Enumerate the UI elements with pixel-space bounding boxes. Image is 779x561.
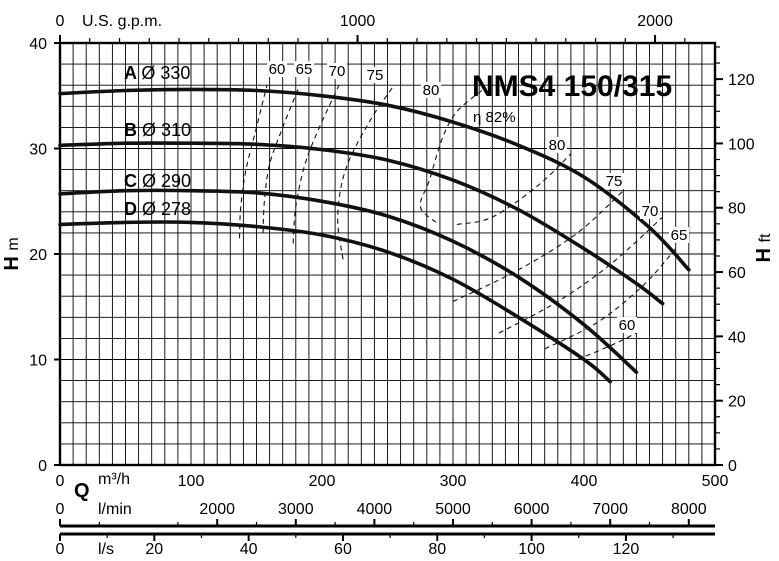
- curve-label-c: C Ø 290: [124, 171, 191, 191]
- ls-tick-label: 80: [428, 541, 446, 558]
- chart-labels: A Ø 330 B Ø 310 C Ø 290 D Ø 278 60 65 70 75 80 80…: [124, 61, 689, 334]
- x-unit: m³/h: [98, 471, 130, 488]
- pump-curve-a: [58, 87, 691, 272]
- efficiency-label-60: 60: [619, 317, 636, 334]
- lmin-tick-label: 3000: [278, 501, 314, 518]
- efficiency-label-75: 75: [367, 67, 384, 84]
- x-tick-label: 100: [178, 473, 205, 490]
- pump-curves: [58, 87, 691, 384]
- y2-tick-label: 100: [728, 136, 755, 153]
- pump-curve-c: [58, 188, 639, 374]
- x-tick-label: 300: [440, 473, 467, 490]
- lmin-tick-label: 8000: [671, 501, 707, 518]
- lmin-tick-label: 6000: [514, 501, 550, 518]
- efficiency-contour-80: [456, 153, 572, 226]
- curve-label-a: A Ø 330: [124, 63, 190, 83]
- efficiency-contour-75: [452, 190, 624, 302]
- y2-tick-label: 0: [728, 458, 737, 475]
- lmin-tick-label: 0: [56, 501, 65, 518]
- curve-label-b: B Ø 310: [124, 120, 191, 140]
- efficiency-label-70: 70: [329, 63, 346, 80]
- efficiency-label-bg: [294, 61, 314, 77]
- efficiency-label-80: 80: [549, 137, 566, 154]
- gpm-tick-label: 0: [56, 13, 65, 30]
- pump-curve-d: [58, 220, 612, 384]
- grid: [60, 43, 715, 465]
- lmin-tick-label: 4000: [357, 501, 393, 518]
- efficiency-contour-80: [419, 90, 483, 223]
- efficiency-annotation: η 82%: [473, 109, 516, 126]
- x-axis-label: Q: [74, 480, 90, 502]
- efficiency-label-bg: [640, 203, 660, 219]
- ls-tick-label: 100: [518, 541, 545, 558]
- y-axis-label: H m: [1, 237, 23, 270]
- y2-tick-label: 80: [728, 201, 746, 218]
- efficiency-label-80: 80: [423, 82, 440, 99]
- ls-tick-label: 0: [56, 541, 65, 558]
- y-tick-label: 0: [38, 458, 47, 475]
- efficiency-label-65: 65: [671, 227, 688, 244]
- ls-unit: l/s: [98, 541, 114, 558]
- chart-title: NMS4 150/315: [472, 70, 672, 103]
- lmin-tick-label: 5000: [435, 501, 471, 518]
- x-tick-label: 200: [309, 473, 336, 490]
- efficiency-contour-65: [262, 84, 301, 233]
- ls-tick-label: 20: [145, 541, 163, 558]
- efficiency-contour-60: [238, 85, 268, 239]
- efficiency-label-bg: [669, 227, 689, 243]
- curve-label-d: D Ø 278: [124, 199, 191, 219]
- gpm-unit: U.S. g.p.m.: [82, 13, 162, 30]
- y2-axis-label: H ft: [753, 233, 775, 262]
- efficiency-contour-70: [292, 84, 340, 244]
- ls-tick-label: 120: [613, 541, 640, 558]
- y2-tick-label: 120: [728, 72, 755, 89]
- ls-tick-label: 40: [240, 541, 258, 558]
- efficiency-label-70: 70: [642, 203, 659, 220]
- x-tick-label: 500: [702, 473, 729, 490]
- efficiency-contour-65: [544, 248, 677, 350]
- pump-curve-b: [58, 141, 665, 306]
- y2-tick-label: 40: [728, 329, 746, 346]
- lmin-unit: l/min: [98, 501, 132, 518]
- x-tick-label: 400: [571, 473, 598, 490]
- y2-tick-label: 20: [728, 394, 746, 411]
- y-tick-label: 20: [29, 247, 47, 264]
- efficiency-label-bg: [547, 137, 567, 153]
- lmin-tick-label: 2000: [199, 501, 235, 518]
- ls-tick-label: 60: [334, 541, 352, 558]
- efficiency-label-65: 65: [296, 61, 313, 78]
- efficiency-label-bg: [604, 173, 624, 189]
- efficiency-contour-75: [337, 84, 395, 260]
- lmin-tick-label: 7000: [592, 501, 628, 518]
- gpm-tick-label: 2000: [637, 13, 673, 30]
- y-tick-label: 40: [29, 36, 47, 53]
- efficiency-label-bg: [267, 61, 287, 77]
- efficiency-label-60: 60: [269, 61, 286, 78]
- efficiency-label-bg: [421, 82, 441, 98]
- x-tick-label: 0: [56, 473, 65, 490]
- efficiency-label-bg: [617, 317, 637, 333]
- y2-tick-label: 60: [728, 265, 746, 282]
- efficiency-label-bg: [327, 63, 347, 79]
- gpm-tick-label: 1000: [340, 13, 376, 30]
- efficiency-contour-60: [577, 332, 637, 361]
- efficiency-label-bg: [365, 67, 385, 83]
- y-tick-label: 10: [29, 353, 47, 370]
- efficiency-label-75: 75: [606, 173, 623, 190]
- y-tick-label: 30: [29, 142, 47, 159]
